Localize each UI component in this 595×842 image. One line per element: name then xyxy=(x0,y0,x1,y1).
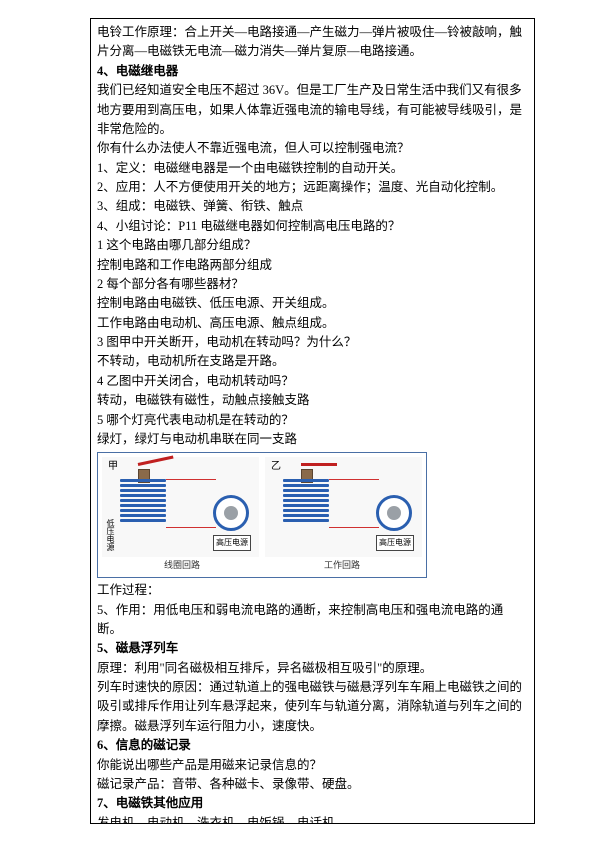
text-line: 4、小组讨论：P11 电磁继电器如何控制高电压电路的？ xyxy=(97,217,528,236)
text-line: 3、组成：电磁铁、弹簧、衔铁、触点 xyxy=(97,197,528,216)
text-line: 5 哪个灯亮代表电动机是在转动的？ xyxy=(97,411,528,430)
text-line: 发电机、电动机、洗衣机、电饭锅、电话机 xyxy=(97,814,528,824)
page: 电铃工作原理：合上开关―电路接通―产生磁力―弹片被吸住―铃被敲响，触片分离―电磁… xyxy=(0,0,595,842)
heading: 6、信息的磁记录 xyxy=(97,736,528,755)
panel-label-a: 甲 xyxy=(108,459,118,475)
armature xyxy=(301,463,337,466)
text-line: 列车时速快的原因：通过轨道上的强电磁铁与磁悬浮列车车厢上电磁铁之间的吸引或排斥作… xyxy=(97,678,528,736)
heading: 4、电磁继电器 xyxy=(97,62,528,81)
heading: 5、磁悬浮列车 xyxy=(97,639,528,658)
hv-source-label: 高压电源 xyxy=(213,535,251,551)
hv-source-label: 高压电源 xyxy=(376,535,414,551)
text-line: 电铃工作原理：合上开关―电路接通―产生磁力―弹片被吸住―铃被敲响，触片分离―电磁… xyxy=(97,23,528,62)
caption-left: 线圈回路 xyxy=(164,559,200,573)
text-line: 4 乙图中开关闭合，电动机转动吗？ xyxy=(97,372,528,391)
panel-label-b: 乙 xyxy=(271,459,281,475)
diagram-row: 甲 高压电源 低压电源 乙 xyxy=(102,457,422,557)
wire xyxy=(329,527,379,528)
content-cell: 电铃工作原理：合上开关―电路接通―产生磁力―弹片被吸住―铃被敲响，触片分离―电磁… xyxy=(90,18,535,824)
heading: 7、电磁铁其他应用 xyxy=(97,794,528,813)
text-line: 控制电路由电磁铁、低压电源、开关组成。 xyxy=(97,294,528,313)
text-line: 2、应用：人不方便使用开关的地方；远距离操作；温度、光自动化控制。 xyxy=(97,178,528,197)
relay-diagram: 甲 高压电源 低压电源 乙 xyxy=(97,452,427,578)
motor-icon xyxy=(213,495,249,531)
caption-right: 工作回路 xyxy=(324,559,360,573)
text-line: 2 每个部分各有哪些器材？ xyxy=(97,275,528,294)
text-line: 5、作用：用低电压和弱电流电路的通断，来控制高电压和强电流电路的通断。 xyxy=(97,601,528,640)
motor-icon xyxy=(376,495,412,531)
text-line: 不转动，电动机所在支路是开路。 xyxy=(97,352,528,371)
text-line: 工作过程： xyxy=(97,581,528,600)
diagram-panel-a: 甲 高压电源 低压电源 xyxy=(102,457,259,557)
coil xyxy=(120,479,166,527)
text-line: 转动，电磁铁有磁性，动触点接触支路 xyxy=(97,391,528,410)
coil xyxy=(283,479,329,527)
text-line: 工作电路由电动机、高压电源、触点组成。 xyxy=(97,314,528,333)
diagram-captions: 线圈回路 工作回路 xyxy=(102,559,422,573)
text-line: 磁记录产品：音带、各种磁卡、录像带、硬盘。 xyxy=(97,775,528,794)
text-line: 1、定义：电磁继电器是一个由电磁铁控制的自动开关。 xyxy=(97,159,528,178)
wire xyxy=(166,527,216,528)
text-line: 绿灯，绿灯与电动机串联在同一支路 xyxy=(97,430,528,449)
wire xyxy=(166,479,216,480)
text-line: 3 图甲中开关断开，电动机在转动吗？为什么？ xyxy=(97,333,528,352)
text-line: 你有什么办法使人不靠近强电流，但人可以控制强电流？ xyxy=(97,139,528,158)
text-line: 1 这个电路由哪几部分组成？ xyxy=(97,236,528,255)
text-line: 你能说出哪些产品是用磁来记录信息的？ xyxy=(97,756,528,775)
diagram-panel-b: 乙 高压电源 xyxy=(265,457,422,557)
text-line: 控制电路和工作电路两部分组成 xyxy=(97,256,528,275)
text-line: 我们已经知道安全电压不超过 36V。但是工厂生产及日常生活中我们又有很多地方要用… xyxy=(97,81,528,139)
armature xyxy=(138,456,174,466)
wire xyxy=(329,479,379,480)
lv-source-label: 低压电源 xyxy=(106,519,114,551)
text-line: 原理：利用"同名磁极相互排斥，异名磁极相互吸引"的原理。 xyxy=(97,659,528,678)
